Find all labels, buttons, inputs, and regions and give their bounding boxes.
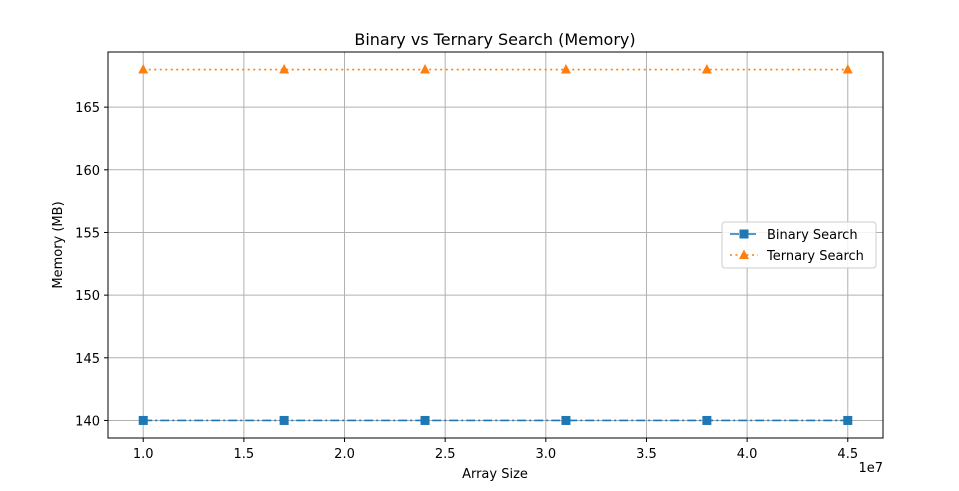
legend-item-ternary: Ternary Search	[730, 249, 864, 264]
plot-frame	[107, 51, 884, 439]
y-axis-label: Memory (MB)	[51, 201, 66, 288]
legend-box	[721, 221, 877, 269]
x-axis-offset-label: 1e7	[858, 461, 883, 476]
data-point-binary	[138, 415, 148, 425]
y-tick-label: 160	[75, 164, 100, 179]
x-tick-label: 4.0	[737, 447, 758, 462]
data-point-binary	[702, 415, 712, 425]
data-point-ternary	[420, 64, 431, 74]
data-point-binary	[843, 415, 853, 425]
data-point-binary	[279, 415, 289, 425]
data-point-binary	[420, 415, 430, 425]
data-point-ternary	[701, 64, 712, 74]
data-point-ternary	[138, 64, 149, 74]
legend: Binary Search Ternary Search	[721, 221, 877, 269]
data-point-ternary	[279, 64, 290, 74]
x-axis-label: Array Size	[462, 467, 528, 482]
data-point-ternary	[842, 64, 853, 74]
tick-layer: 1.0 1.5 2.0 2.5 3.0 3.5 4.0 4.5 140 145 150 155 160 1…	[75, 101, 858, 462]
chart-title: Binary vs Ternary Search (Memory)	[354, 30, 635, 49]
x-tick-label: 3.5	[636, 447, 657, 462]
legend-marker-ternary	[739, 249, 749, 259]
x-tick-label: 2.5	[435, 447, 456, 462]
legend-label-binary: Binary Search	[767, 228, 858, 243]
x-tick-label: 3.0	[535, 447, 556, 462]
x-tick-label: 4.5	[837, 447, 858, 462]
x-tick-label: 1.0	[133, 447, 154, 462]
x-tick-label: 1.5	[234, 447, 255, 462]
legend-label-ternary: Ternary Search	[766, 249, 864, 264]
legend-marker-binary	[739, 229, 749, 239]
data-point-ternary	[560, 64, 571, 74]
series-binary	[138, 415, 853, 425]
legend-item-binary: Binary Search	[730, 228, 858, 243]
series-ternary	[138, 64, 853, 74]
data-point-binary	[561, 415, 571, 425]
y-tick-label: 165	[75, 101, 100, 116]
y-tick-label: 155	[75, 226, 100, 241]
y-tick-label: 145	[75, 352, 100, 367]
y-tick-label: 150	[75, 289, 100, 304]
y-tick-label: 140	[75, 414, 100, 429]
series-layer	[138, 64, 853, 425]
x-tick-label: 2.0	[334, 447, 355, 462]
